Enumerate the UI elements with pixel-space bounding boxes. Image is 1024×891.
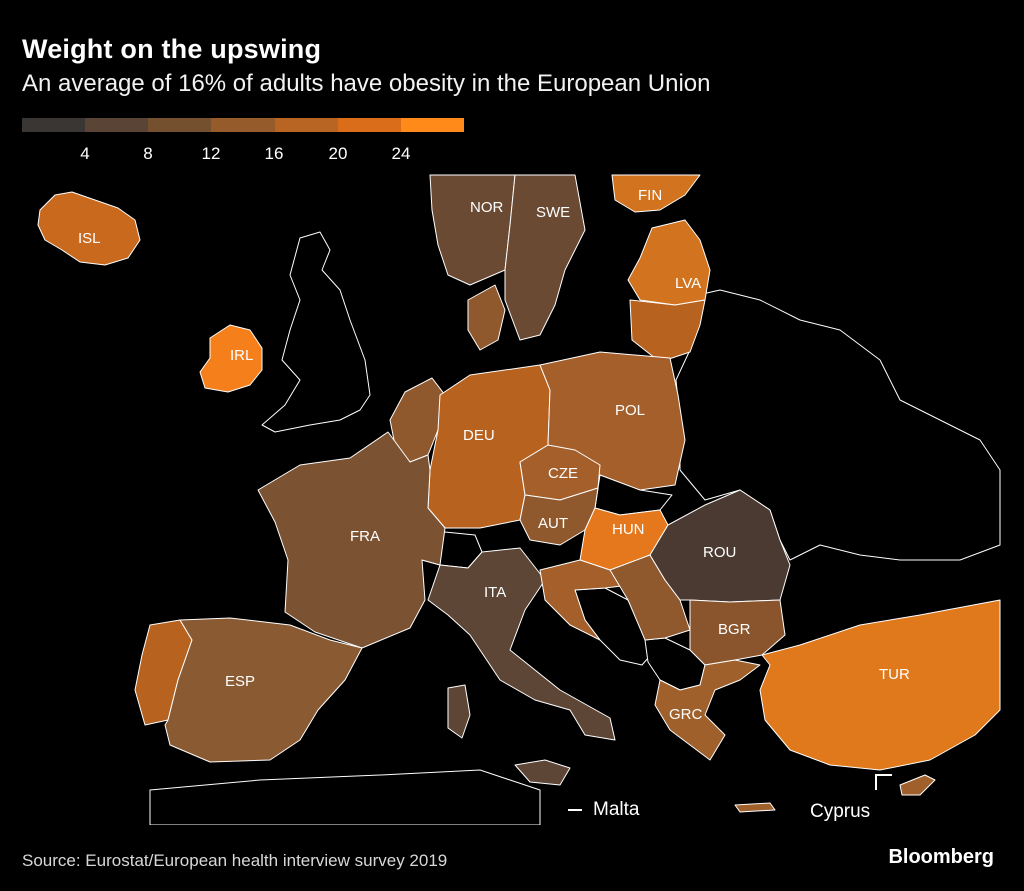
country-cyprus — [899, 774, 936, 796]
legend-swatch-2 — [148, 118, 212, 132]
country-isl — [37, 191, 141, 266]
label-tur: TUR — [879, 666, 910, 683]
label-cze: CZE — [548, 465, 578, 482]
chart-subtitle: An average of 16% of adults have obesity… — [22, 70, 711, 97]
europe-map: ISL IRL NOR SWE FIN LVA DEU POL CZE AUT … — [37, 174, 1001, 825]
color-legend: 4 8 12 16 20 24 — [22, 118, 464, 163]
legend-color-bar — [22, 118, 464, 132]
country-irl — [199, 324, 263, 393]
region-east — [675, 289, 1001, 561]
country-nor — [429, 174, 516, 286]
legend-swatch-0 — [22, 118, 86, 132]
country-ita — [427, 547, 616, 741]
label-hun: HUN — [612, 521, 645, 538]
legend-swatch-6 — [400, 118, 464, 132]
label-irl: IRL — [230, 347, 253, 364]
bloomberg-logo: Bloomberg — [888, 846, 994, 868]
label-ita: ITA — [484, 584, 506, 601]
label-nor: NOR — [470, 199, 504, 216]
label-pol: POL — [615, 402, 645, 419]
label-aut: AUT — [538, 515, 568, 532]
country-swe — [504, 174, 586, 341]
legend-swatch-5 — [337, 118, 401, 132]
country-esp — [164, 617, 363, 763]
country-tur — [759, 599, 1001, 771]
legend-swatch-3 — [211, 118, 275, 132]
region-north-africa — [149, 769, 541, 825]
label-swe: SWE — [536, 204, 570, 221]
country-den — [467, 284, 506, 351]
source-note: Source: Eurostat/European health intervi… — [22, 851, 448, 870]
label-grc: GRC — [669, 706, 703, 723]
label-fra: FRA — [350, 528, 380, 545]
legend-swatch-4 — [274, 118, 338, 132]
label-fin: FIN — [638, 187, 662, 204]
malta-label: Malta — [593, 799, 640, 820]
label-isl: ISL — [78, 230, 101, 247]
country-crete — [734, 802, 776, 813]
label-rou: ROU — [703, 544, 736, 561]
label-lva: LVA — [675, 275, 701, 292]
label-bgr: BGR — [718, 621, 751, 638]
legend-tick: 4 — [80, 144, 90, 163]
country-sicily — [514, 759, 571, 786]
cyprus-callout-line — [875, 774, 892, 790]
country-rou — [649, 489, 791, 603]
legend-swatch-1 — [85, 118, 149, 132]
country-sardinia — [447, 684, 471, 739]
country-grc — [654, 659, 761, 761]
country-fra — [257, 431, 446, 649]
label-esp: ESP — [225, 673, 255, 690]
country-ltu — [629, 299, 706, 363]
legend-tick: 16 — [264, 144, 284, 163]
legend-tick: 8 — [143, 144, 153, 163]
country-slo-hrv — [539, 559, 631, 641]
country-fin — [611, 174, 701, 213]
label-deu: DEU — [463, 427, 495, 444]
country-lva — [627, 219, 711, 306]
legend-tick: 24 — [391, 144, 411, 163]
chart-title: Weight on the upswing — [22, 34, 322, 64]
legend-tick: 20 — [328, 144, 348, 163]
cyprus-label: Cyprus — [810, 801, 870, 822]
legend-tick: 12 — [201, 144, 221, 163]
region-uk — [261, 231, 371, 433]
